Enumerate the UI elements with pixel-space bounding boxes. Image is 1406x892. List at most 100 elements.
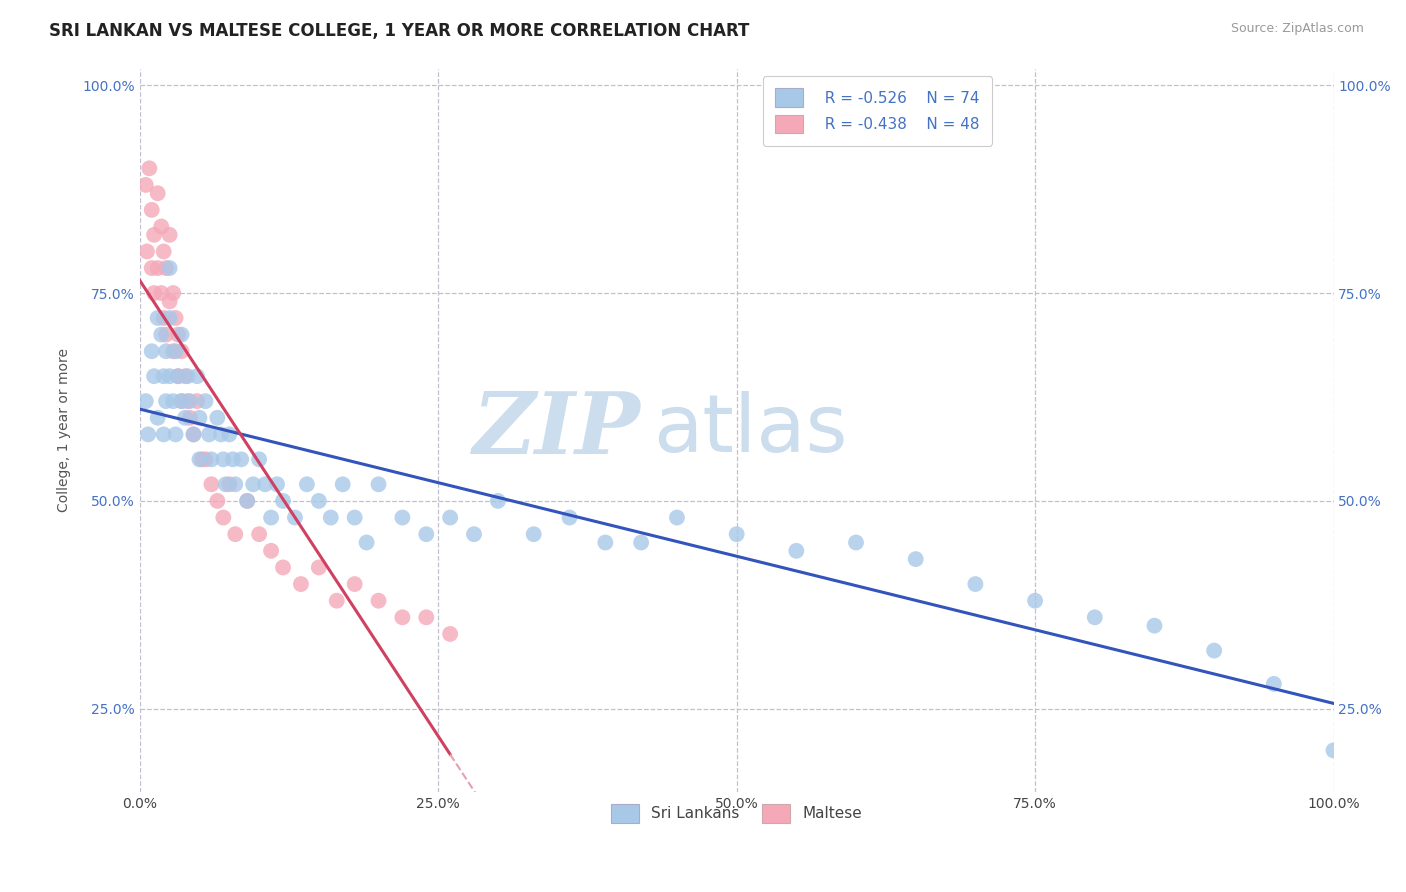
Point [162,394,184,409]
Point [207,410,229,425]
Point [463,527,485,541]
Point [224,527,246,541]
Point [170,344,193,359]
Point [260,544,283,558]
Point [415,527,437,541]
Point [155,327,177,342]
Point [143,227,166,242]
Point [135,178,157,192]
Point [231,452,253,467]
Point [218,477,240,491]
Point [143,286,166,301]
Point [367,477,389,491]
Point [194,394,217,409]
Point [155,344,177,359]
Point [247,452,270,467]
Text: atlas: atlas [652,392,848,469]
Point [242,477,264,491]
Point [254,477,277,491]
Point [439,510,461,524]
Point [167,369,190,384]
Point [141,344,163,359]
Point [415,610,437,624]
Point [439,627,461,641]
Point [152,369,174,384]
Point [198,427,221,442]
Point [146,410,169,425]
Point [146,186,169,201]
Point [212,510,235,524]
Point [391,510,413,524]
Point [308,560,330,574]
Point [523,527,546,541]
Point [266,477,288,491]
Point [218,427,240,442]
Point [167,327,190,342]
Point [236,494,259,508]
Point [170,327,193,342]
Point [215,477,238,491]
Point [183,427,205,442]
Text: SRI LANKAN VS MALTESE COLLEGE, 1 YEAR OR MORE CORRELATION CHART: SRI LANKAN VS MALTESE COLLEGE, 1 YEAR OR… [49,22,749,40]
Point [152,244,174,259]
Point [1263,677,1285,691]
Point [356,535,378,549]
Point [188,410,211,425]
Point [236,494,259,508]
Point [785,544,807,558]
Point [200,452,222,467]
Point [167,369,190,384]
Point [174,410,197,425]
Point [186,369,208,384]
Point [136,427,159,442]
Point [1204,643,1226,657]
Point [188,452,211,467]
Point [207,494,229,508]
Point [595,535,617,549]
Point [159,227,181,242]
Point [558,510,581,524]
Point [159,261,181,276]
Point [367,593,389,607]
Point [150,219,173,234]
Point [1024,593,1046,607]
Point [725,527,748,541]
Point [295,477,318,491]
Point [965,577,987,591]
Point [665,510,688,524]
Point [271,494,294,508]
Point [630,535,652,549]
Point [176,394,198,409]
Point [200,477,222,491]
Point [224,477,246,491]
Point [143,369,166,384]
Point [135,394,157,409]
Text: ZIP: ZIP [474,389,641,472]
Point [165,310,187,325]
Point [162,286,184,301]
Point [170,394,193,409]
Point [152,310,174,325]
Point [391,610,413,624]
Point [155,261,177,276]
Point [155,394,177,409]
Point [191,452,214,467]
Point [209,427,232,442]
Point [222,452,245,467]
Point [247,527,270,541]
Point [343,510,366,524]
Point [904,552,927,566]
Point [308,494,330,508]
Point [141,261,163,276]
Point [290,577,312,591]
Point [159,310,181,325]
Point [183,427,205,442]
Point [343,577,366,591]
Point [284,510,307,524]
Point [176,369,198,384]
Point [194,452,217,467]
Point [174,369,197,384]
Point [260,510,283,524]
Legend: Sri Lankans, Maltese: Sri Lankans, Maltese [599,792,875,835]
Point [1084,610,1107,624]
